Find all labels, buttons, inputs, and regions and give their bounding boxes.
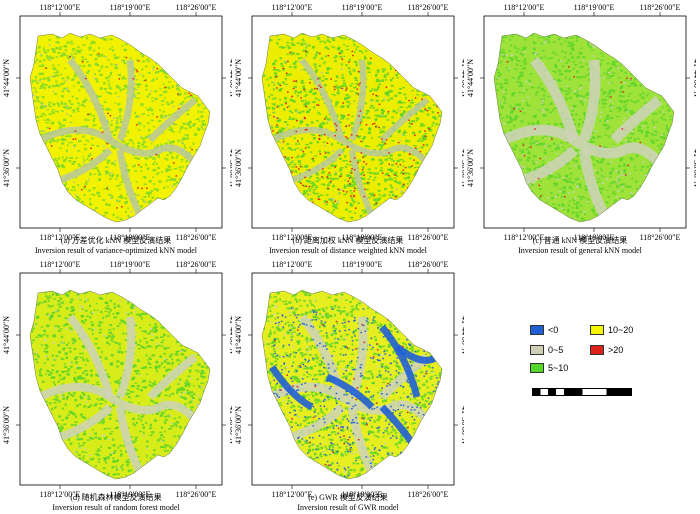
legend-item-0-5: 0~5 — [530, 345, 563, 355]
latitude-label-left: 41°36′00″N — [2, 149, 11, 187]
legend-item-10-20: 10~20 — [590, 325, 633, 335]
legend-label: <0 — [548, 325, 559, 335]
latitude-label-right: 41°36′00″N — [228, 406, 232, 444]
latitude-label-left: 41°36′00″N — [466, 149, 475, 187]
legend-item-neg: <0 — [530, 325, 558, 335]
map-frame: 118°12′00″E 118°19′00″E 118°26′00″E 118°12′… — [2, 260, 232, 499]
caption-en: Inversion result of variance-optimized k… — [35, 246, 197, 255]
caption-cn: (b) 距离加权 kNN 模型反演结果 — [292, 236, 404, 245]
latitude-label-right: 41°44′00″N — [228, 59, 232, 97]
caption-cn: (c) 普通 kNN 模型反演结果 — [532, 236, 628, 245]
latitude-label-right: 41°44′00″N — [460, 316, 464, 354]
longitude-label-bottom: 118°26′00″E — [640, 233, 681, 242]
longitude-label-bottom: 118°26′00″E — [176, 233, 217, 242]
longitude-label-top: 118°19′00″E — [110, 3, 151, 12]
scale-bar — [532, 388, 632, 396]
legend-swatch — [530, 345, 544, 355]
longitude-label-bottom: 118°19′00″E — [110, 233, 151, 242]
latitude-label-left: 41°36′00″N — [234, 406, 243, 444]
map-panel-d: 118°12′00″E 118°19′00″E 118°26′00″E 118°12′… — [0, 257, 232, 514]
latitude-label-right: 41°36′00″N — [692, 149, 696, 187]
latitude-label-right: 41°44′00″N — [692, 59, 696, 97]
latitude-label-right: 41°44′00″N — [228, 316, 232, 354]
map-frame: 118°12′00″E 118°19′00″E 118°26′00″E 118°12′… — [466, 3, 696, 242]
latitude-label-right: 41°36′00″N — [460, 406, 464, 444]
longitude-label-bottom: 118°12′00″E — [272, 490, 313, 499]
latitude-label-right: 41°44′00″N — [460, 59, 464, 97]
caption-cn: (e) GWR 模型反演结果 — [308, 493, 388, 502]
map-panel-a: 118°12′00″E 118°19′00″E 118°26′00″E 118°12′… — [0, 0, 232, 257]
legend-swatch — [590, 325, 604, 335]
map-panel-c: 118°12′00″E 118°19′00″E 118°26′00″E 118°12′… — [464, 0, 696, 257]
longitude-label-top: 118°26′00″E — [408, 260, 449, 269]
latitude-label-left: 41°36′00″N — [234, 149, 243, 187]
longitude-label-top: 118°19′00″E — [342, 3, 383, 12]
latitude-label-right: 41°36′00″N — [460, 149, 464, 187]
latitude-label-left: 41°44′00″N — [2, 316, 11, 354]
map-frame: 118°12′00″E 118°19′00″E 118°26′00″E 118°12′… — [234, 3, 464, 242]
latitude-label-left: 41°44′00″N — [466, 59, 475, 97]
longitude-label-top: 118°12′00″E — [40, 260, 81, 269]
caption-en: Inversion result of general kNN model — [518, 246, 642, 255]
longitude-label-top: 118°26′00″E — [176, 260, 217, 269]
latitude-label-left: 41°44′00″N — [234, 316, 243, 354]
longitude-label-top: 118°26′00″E — [408, 3, 449, 12]
longitude-label-bottom: 118°26′00″E — [176, 490, 217, 499]
longitude-label-bottom: 118°12′00″E — [272, 233, 313, 242]
legend-item-gt20: >20 — [590, 345, 623, 355]
legend-item-5-10: 5~10 — [530, 363, 568, 373]
longitude-label-top: 118°26′00″E — [176, 3, 217, 12]
longitude-label-bottom: 118°12′00″E — [40, 490, 81, 499]
longitude-label-bottom: 118°12′00″E — [40, 233, 81, 242]
longitude-label-top: 118°19′00″E — [342, 260, 383, 269]
longitude-label-bottom: 118°26′00″E — [408, 490, 449, 499]
legend-swatch — [530, 325, 544, 335]
map-frame: 118°12′00″E 118°19′00″E 118°26′00″E 118°12′… — [234, 260, 464, 499]
longitude-label-top: 118°19′00″E — [574, 3, 615, 12]
caption-en: Inversion result of distance weighted kN… — [269, 246, 427, 255]
latitude-label-left: 41°44′00″N — [2, 59, 11, 97]
latitude-label-left: 41°44′00″N — [234, 59, 243, 97]
longitude-label-top: 118°12′00″E — [40, 3, 81, 12]
legend-label: 5~10 — [548, 363, 569, 373]
longitude-label-top: 118°12′00″E — [272, 260, 313, 269]
longitude-label-bottom: 118°26′00″E — [408, 233, 449, 242]
longitude-label-bottom: 118°19′00″E — [110, 490, 151, 499]
legend-label: 10~20 — [608, 325, 634, 335]
longitude-label-top: 118°12′00″E — [504, 3, 545, 12]
caption-cn: (a) 方差优化 kNN 模型反演结果 — [60, 236, 172, 245]
legend: <0 10~20 0~5 >20 5~10 — [530, 325, 680, 405]
map-panel-b: 118°12′00″E 118°19′00″E 118°26′00″E 118°12′… — [232, 0, 464, 257]
longitude-label-top: 118°12′00″E — [272, 3, 313, 12]
longitude-label-bottom: 118°19′00″E — [574, 233, 615, 242]
caption-en: Inversion result of GWR model — [297, 503, 399, 512]
legend-label: 0~5 — [548, 345, 564, 355]
legend-label: >20 — [608, 345, 624, 355]
caption-en: Inversion result of random forest model — [52, 503, 180, 512]
map-frame: 118°12′00″E 118°19′00″E 118°26′00″E 118°12′… — [2, 3, 232, 242]
legend-swatch — [590, 345, 604, 355]
map-panel-e: 118°12′00″E 118°19′00″E 118°26′00″E 118°12′… — [232, 257, 464, 514]
longitude-label-bottom: 118°19′00″E — [342, 490, 383, 499]
latitude-label-right: 41°36′00″N — [228, 149, 232, 187]
longitude-label-bottom: 118°12′00″E — [504, 233, 545, 242]
legend-swatch — [530, 363, 544, 373]
longitude-label-top: 118°19′00″E — [110, 260, 151, 269]
longitude-label-top: 118°26′00″E — [640, 3, 681, 12]
longitude-label-bottom: 118°19′00″E — [342, 233, 383, 242]
caption-cn: (d) 随机森林模型反演结果 — [70, 493, 162, 502]
latitude-label-left: 41°36′00″N — [2, 406, 11, 444]
